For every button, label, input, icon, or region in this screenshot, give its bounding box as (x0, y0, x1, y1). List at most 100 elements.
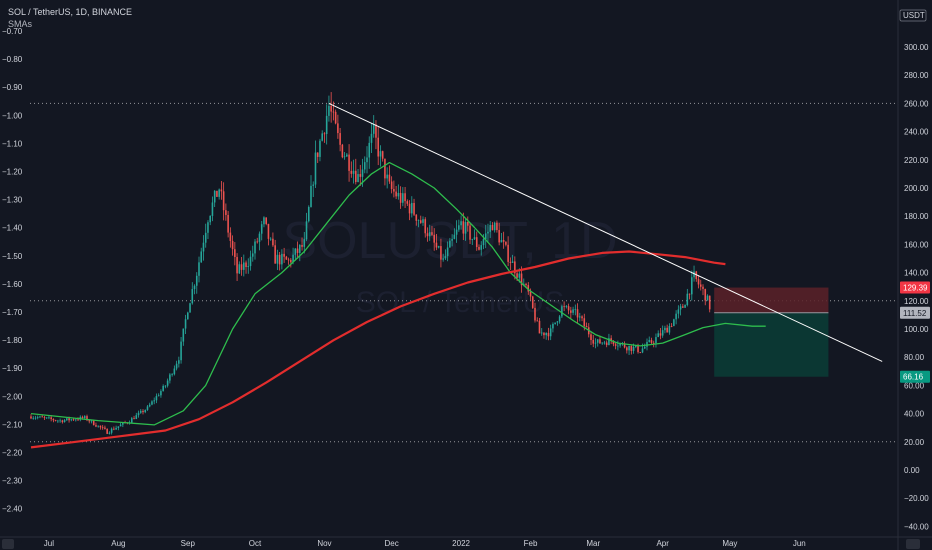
auto-scale-icon (906, 539, 920, 549)
candle-body (225, 210, 227, 215)
candle-body (66, 418, 68, 421)
candle-body (72, 419, 75, 421)
candle-body (464, 222, 467, 234)
candle-body (243, 262, 245, 270)
candle-body (554, 322, 556, 324)
candle-body (361, 169, 364, 177)
candle-body (509, 261, 512, 263)
candle-body (527, 285, 530, 292)
candle-body (706, 295, 709, 301)
candle-body (110, 428, 113, 433)
candle-body (637, 345, 639, 353)
candle-body (480, 245, 483, 250)
candle-body (500, 239, 503, 243)
candle-body (462, 221, 465, 234)
candle-body (115, 427, 117, 430)
left-axis-tick-label: −2.20 (2, 449, 23, 458)
candle-body (581, 316, 583, 319)
left-axis-tick-label: −2.10 (2, 420, 23, 429)
candle-body (92, 420, 95, 426)
candle-body (359, 174, 362, 177)
candle-body (487, 231, 489, 234)
candle-body (446, 247, 449, 257)
candle-body (659, 333, 662, 336)
right-axis-tick-label: 300.00 (904, 43, 929, 52)
candle-body (643, 346, 646, 349)
candle-body (258, 233, 261, 242)
candle-body (684, 304, 686, 308)
candle-body (363, 162, 366, 170)
price-tag (900, 306, 930, 319)
candle-body (222, 191, 225, 211)
candle-body (406, 201, 409, 204)
candle-body (572, 309, 574, 313)
candle-body (117, 426, 120, 428)
candle-body (516, 273, 518, 278)
candle-body (520, 273, 523, 286)
candle-body (350, 170, 353, 174)
candle-body (52, 419, 55, 421)
left-axis-tick-label: −1.00 (2, 111, 23, 120)
left-axis-tick-label: −1.20 (2, 168, 23, 177)
candle-body (435, 242, 438, 248)
candle-body (563, 306, 565, 308)
candle-body (491, 224, 494, 231)
candle-body (594, 342, 597, 344)
candle-body (567, 306, 570, 311)
candle-body (310, 185, 312, 207)
price-tag-label: 111.52 (903, 309, 927, 318)
time-axis-label: Apr (656, 539, 669, 548)
candle-body (63, 420, 66, 423)
candle-body (211, 202, 214, 216)
candle-body (608, 338, 610, 346)
candle-body (218, 189, 220, 197)
candle-body (641, 348, 644, 353)
candle-body (368, 142, 371, 158)
candle-body (697, 279, 700, 285)
candle-body (699, 284, 702, 287)
candle-body (390, 181, 393, 190)
candle-body (433, 234, 435, 243)
time-axis-label: Aug (111, 539, 125, 548)
candle-body (599, 339, 601, 344)
candle-body (36, 417, 39, 419)
candle-body (661, 330, 664, 336)
left-axis-tick-label: −0.80 (2, 55, 23, 64)
right-axis-tick-label: 160.00 (904, 240, 929, 249)
candle-body (166, 380, 169, 386)
candle-body (144, 409, 147, 413)
symbol-title[interactable]: SOL / TetherUS, 1D, BINANCE (8, 7, 133, 17)
candle-body (155, 396, 158, 401)
candle-body (220, 189, 223, 192)
candle-body (178, 360, 180, 364)
candle-body (328, 105, 330, 116)
candle-body (260, 224, 263, 234)
candles (30, 92, 711, 435)
indicator-label[interactable]: SMAs (8, 19, 33, 29)
short-position-tool[interactable] (714, 287, 829, 377)
candle-body (256, 241, 259, 243)
time-axis-label: Mar (586, 539, 600, 548)
candle-body (106, 428, 108, 434)
candle-body (301, 244, 303, 247)
candle-body (375, 124, 377, 138)
candle-body (366, 157, 368, 163)
candle-body (549, 328, 552, 337)
candle-body (99, 425, 102, 428)
time-axis-label: Nov (317, 539, 331, 548)
candle-body (240, 264, 243, 270)
candle-body (693, 271, 695, 278)
candle-body (471, 239, 474, 241)
candle-body (552, 323, 554, 329)
candle-body (355, 170, 357, 182)
candle-body (292, 254, 294, 263)
right-axis-tick-label: 180.00 (904, 212, 929, 221)
candle-body (511, 261, 514, 263)
chart-legend: SOL / TetherUS, 1D, BINANCE SMAs (8, 6, 132, 30)
candle-body (670, 326, 673, 327)
candle-body (187, 312, 189, 320)
trendline-layer[interactable] (328, 102, 883, 362)
candle-body (70, 419, 73, 421)
candle-body (426, 233, 429, 237)
